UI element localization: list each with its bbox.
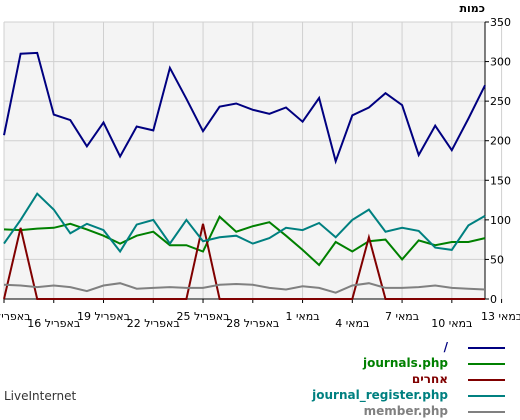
x-tick-label: 13 באפריל xyxy=(0,310,31,323)
legend-item: member.php xyxy=(205,404,505,420)
y-tick-label: 0 xyxy=(490,293,497,306)
line-chart: 05010015020025030035013 באפריל16 באפריל1… xyxy=(0,2,520,330)
x-tick-label: 10 במאי xyxy=(431,317,472,330)
legend-swatch xyxy=(468,347,505,349)
legend-swatch xyxy=(468,395,505,397)
y-tick-label: 50 xyxy=(490,253,504,266)
tick-labels: 05010015020025030035013 באפריל16 באפריל1… xyxy=(0,16,520,330)
legend-label: / xyxy=(443,340,448,354)
legend-swatch xyxy=(468,379,505,381)
x-tick-label: 7 במאי xyxy=(385,310,419,323)
y-tick-label: 250 xyxy=(490,95,511,108)
y-tick-label: 200 xyxy=(490,135,511,148)
y-tick-label: 350 xyxy=(490,16,511,29)
grid xyxy=(3,21,503,300)
series-line-5 xyxy=(3,282,486,294)
legend-label: member.php xyxy=(363,404,448,418)
y-tick-label: 150 xyxy=(490,174,511,187)
legend-item: journal_register.php xyxy=(205,388,505,404)
series-line-3 xyxy=(3,223,485,300)
x-tick-label: 16 באפריל xyxy=(27,317,80,330)
series-line-2 xyxy=(3,215,486,267)
x-tick-label: 19 באפריל xyxy=(77,310,130,323)
legend-item: / xyxy=(205,340,505,356)
legend-item: אחרים xyxy=(205,372,505,388)
legend-item: journals.php xyxy=(205,356,505,372)
legend-label: journals.php xyxy=(363,356,448,370)
x-tick-label: 13 במאי xyxy=(481,310,520,323)
plot-area xyxy=(4,22,485,299)
brand-logo-text: LiveInternet xyxy=(4,389,77,403)
y-axis-label: כמות xyxy=(460,2,485,15)
y-tick-label: 100 xyxy=(490,214,511,227)
legend: / journals.php אחרים journal_register.ph… xyxy=(205,340,505,420)
x-tick-label: 1 במאי xyxy=(285,310,319,323)
series-line-1 xyxy=(3,51,486,165)
series-lines xyxy=(3,51,486,300)
series-line-4 xyxy=(3,192,486,254)
y-tick-label: 300 xyxy=(490,56,511,69)
legend-label: journal_register.php xyxy=(312,388,448,402)
x-tick-label: 28 באפריל xyxy=(226,317,279,330)
legend-swatch xyxy=(468,363,505,365)
legend-swatch xyxy=(468,411,505,413)
x-tick-label: 4 במאי xyxy=(335,317,369,330)
x-tick-label: 25 באפריל xyxy=(177,310,230,323)
x-tick-label: 22 באפריל xyxy=(127,317,180,330)
legend-label: אחרים xyxy=(411,372,448,386)
